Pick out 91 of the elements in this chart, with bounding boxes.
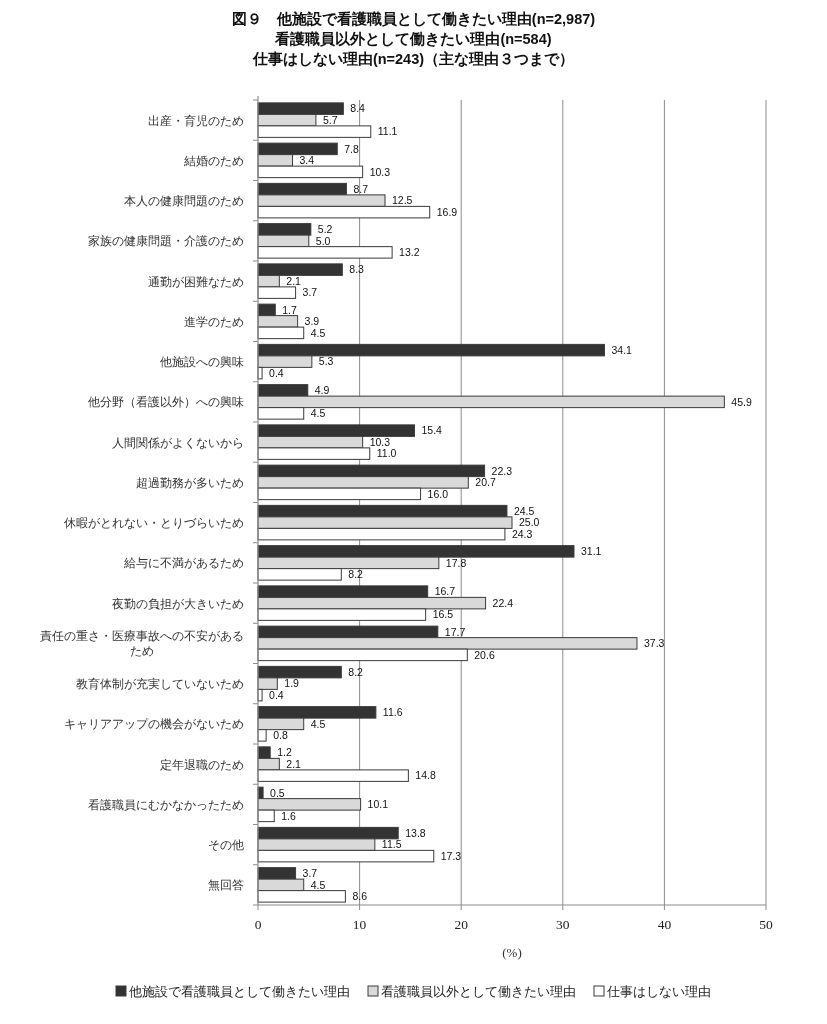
data-label: 1.7 — [282, 303, 297, 316]
xtick: 50 — [759, 917, 773, 932]
data-label: 17.8 — [445, 556, 467, 569]
data-label: 3.7 — [302, 286, 318, 299]
data-label: 8.3 — [349, 263, 364, 276]
data-label: 24.3 — [511, 527, 533, 540]
y-tick-label: 結婚のため — [184, 153, 244, 168]
data-label: 8.6 — [352, 890, 367, 903]
data-label: 24.5 — [513, 504, 535, 517]
title: 図９ 他施設で看護職員として働きたい理由(n=2,987) 看護職員以外として働きたい理由(n=584) 仕事はしない理由(n=243)（主な理由３つまで） — [231, 11, 596, 67]
data-label: 7.8 — [344, 142, 359, 155]
data-label: 16.5 — [432, 608, 454, 621]
y-tick-label: 人間関係がよくないから — [112, 435, 244, 450]
y-tick-label: 家族の健康問題・介護のため — [88, 234, 244, 249]
xtick: 40 — [657, 917, 672, 932]
data-label: 0.8 — [273, 729, 288, 742]
y-tick-label: 休暇がとれない・とりづらいため — [64, 516, 244, 531]
y-tick-label: 無回答 — [208, 878, 244, 893]
data-label: 4.5 — [310, 878, 326, 891]
xtick: 10 — [352, 917, 367, 932]
data-label: 4.5 — [310, 407, 326, 420]
data-label: 13.8 — [405, 826, 426, 839]
y-tick-label: 教育体制が充実していないため — [76, 677, 244, 692]
data-label: 0.4 — [269, 366, 284, 379]
y-tick-label: 他施設への興味 — [160, 355, 244, 370]
data-label: 12.5 — [392, 194, 413, 207]
data-label: 0.4 — [269, 688, 284, 701]
data-label: 17.3 — [440, 849, 462, 862]
y-tick-label: 超過勤務が多いため — [136, 475, 244, 490]
data-label: 20.7 — [475, 476, 496, 489]
data-label: 5.3 — [318, 355, 334, 368]
data-label: 11.5 — [381, 838, 402, 851]
data-label: 8.7 — [353, 182, 368, 195]
xtick: 20 — [454, 917, 468, 932]
data-label: 22.3 — [491, 464, 512, 477]
data-label: 25.0 — [519, 516, 540, 529]
data-label: 5.0 — [315, 234, 331, 247]
y-tick-label: 定年退職のため — [160, 757, 244, 772]
y-tick-label: 進学のため — [184, 314, 244, 329]
data-label: 10.3 — [369, 165, 391, 178]
data-label: 4.9 — [314, 384, 330, 397]
data-label: 14.8 — [415, 769, 436, 782]
data-label: 37.3 — [643, 637, 665, 650]
data-label: 20.6 — [474, 648, 495, 661]
data-label: 16.7 — [434, 585, 456, 598]
y-tick-label: 通勤が困難なため — [148, 274, 244, 289]
data-label: 5.7 — [322, 113, 338, 126]
data-label: 5.2 — [317, 223, 333, 236]
y-tick-label: 他分野（看護以外）への興味 — [88, 395, 244, 410]
data-label: 11.0 — [376, 447, 397, 460]
data-label: 2.1 — [286, 274, 301, 287]
data-label: 11.1 — [377, 125, 398, 138]
data-label: 3.9 — [304, 315, 320, 328]
data-label: 8.4 — [350, 102, 365, 115]
data-label: 45.9 — [731, 395, 752, 408]
data-label: 3.4 — [299, 154, 315, 167]
y-tick-label: キャリアアップの機会がないため — [64, 717, 244, 732]
data-label: 3.7 — [302, 867, 318, 880]
legend-label: 看護職員以外として働きたい理由 — [381, 984, 576, 999]
y-tick-label: 看護職員にむかなかったため — [88, 797, 244, 812]
legend-label: 仕事はしない理由 — [607, 984, 711, 999]
y-tick-label: 責任の重さ・医療事故への不安があるため — [40, 629, 244, 659]
data-label: 1.2 — [277, 746, 292, 759]
data-label: 10.1 — [367, 798, 389, 811]
data-label: 0.5 — [270, 786, 285, 799]
data-label: 13.2 — [399, 246, 420, 259]
data-label: 17.7 — [444, 625, 466, 638]
data-label: 1.9 — [284, 677, 299, 690]
y-tick-label: 出産・育児のため — [148, 113, 244, 128]
data-label: 16.0 — [427, 487, 448, 500]
xtick: 30 — [556, 917, 570, 932]
data-label: 2.1 — [286, 757, 301, 770]
y-tick-label: 夜勤の負担が大きいため — [112, 596, 244, 611]
data-label: 4.5 — [310, 717, 326, 730]
data-label: 22.4 — [492, 596, 513, 609]
data-label: 1.6 — [281, 809, 296, 822]
data-label: 15.4 — [421, 424, 442, 437]
y-tick-label: 給与に不満があるため — [124, 556, 244, 571]
data-label: 10.3 — [369, 435, 391, 448]
y-tick-label: 本人の健康問題のため — [124, 194, 244, 209]
legend-label: 他施設で看護職員として働きたい理由 — [129, 984, 350, 999]
data-label: 8.2 — [348, 665, 363, 678]
data-label: 16.9 — [436, 205, 458, 218]
data-label: 34.1 — [611, 343, 632, 356]
data-label: 31.1 — [581, 545, 602, 558]
data-label: 8.2 — [348, 568, 363, 581]
data-label: 11.6 — [382, 706, 403, 719]
xlabel: (%) — [502, 945, 522, 960]
y-tick-label: その他 — [208, 838, 244, 853]
data-label: 4.5 — [310, 326, 326, 339]
xtick: 0 — [254, 917, 262, 932]
